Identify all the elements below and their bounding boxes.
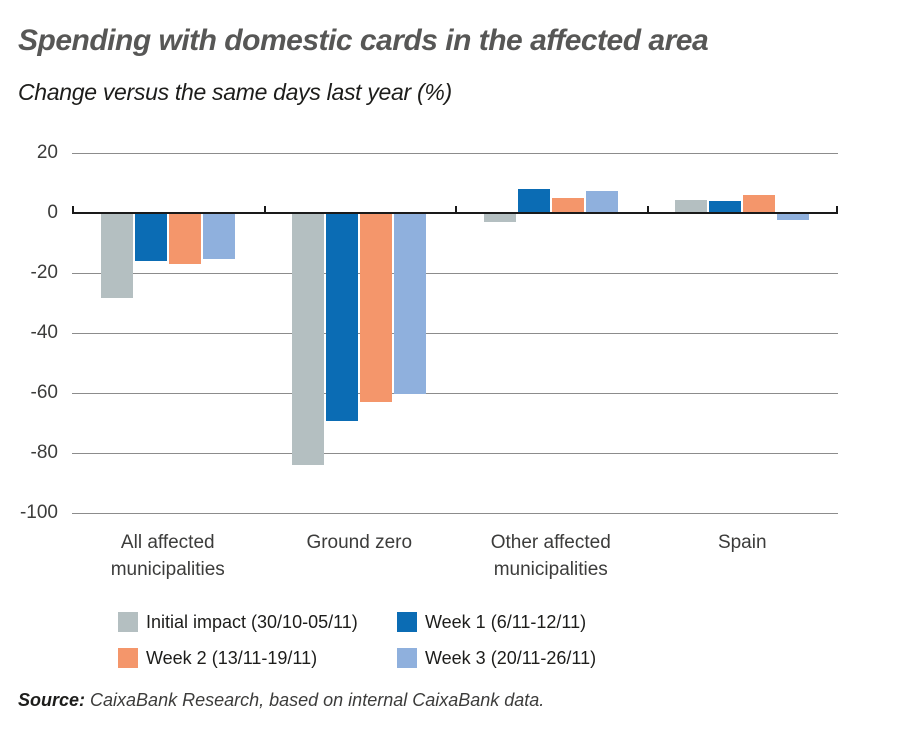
- plot-area: [72, 153, 838, 514]
- source-text: CaixaBank Research, based on internal Ca…: [85, 690, 545, 710]
- source-note: Source: CaixaBank Research, based on int…: [18, 690, 878, 711]
- y-axis-tick-label: -80: [30, 442, 58, 463]
- legend-swatch: [118, 612, 138, 632]
- bar: [675, 199, 707, 213]
- chart-title: Spending with domestic cards in the affe…: [18, 24, 709, 57]
- bar: [135, 214, 167, 261]
- zero-axis-line: [72, 212, 838, 214]
- legend-swatch: [397, 648, 417, 668]
- bar: [709, 201, 741, 213]
- y-axis-tick-label: 0: [47, 202, 58, 223]
- x-axis-tick: [455, 206, 457, 213]
- bar: [394, 214, 426, 394]
- source-label: Source:: [18, 690, 86, 710]
- legend-label: Initial impact (30/10-05/11): [146, 612, 358, 632]
- y-gridline: [72, 453, 838, 454]
- x-axis-tick: [264, 206, 266, 213]
- y-gridline: [72, 273, 838, 274]
- chart-subtitle: Change versus the same days last year (%…: [18, 79, 452, 105]
- legend-label: Week 3 (20/11-26/11): [425, 648, 597, 668]
- bar: [360, 214, 392, 402]
- bar: [484, 214, 516, 222]
- bar: [777, 214, 809, 220]
- bar: [292, 214, 324, 465]
- y-axis-tick-label: -20: [30, 262, 58, 283]
- bar: [518, 189, 550, 213]
- x-axis-category-label: Ground zero: [306, 532, 413, 553]
- bar: [586, 190, 618, 213]
- y-gridline: [72, 393, 838, 394]
- legend-swatch: [397, 612, 417, 632]
- bar: [552, 198, 584, 213]
- x-axis-tick: [72, 206, 74, 213]
- bar: [326, 214, 358, 421]
- y-gridline: [72, 513, 838, 514]
- legend-swatch: [118, 648, 138, 668]
- bar: [169, 214, 201, 264]
- y-axis-tick-label: -40: [30, 322, 58, 343]
- y-gridline: [72, 153, 838, 154]
- y-axis-tick-label: -100: [19, 502, 58, 523]
- x-axis-category-label: Other affected municipalities: [490, 532, 611, 580]
- bar: [203, 214, 235, 259]
- bar: [101, 214, 133, 298]
- bar: [743, 195, 775, 213]
- x-axis-tick: [836, 206, 838, 213]
- y-gridline: [72, 333, 838, 334]
- x-axis-tick: [647, 206, 649, 213]
- x-axis-category-label: All affected municipalities: [110, 532, 225, 580]
- x-axis-category-label: Spain: [717, 532, 767, 553]
- y-axis-tick-label: 20: [36, 142, 58, 163]
- legend-label: Week 2 (13/11-19/11): [146, 648, 318, 668]
- legend-label: Week 1 (6/11-12/11): [425, 612, 587, 632]
- y-axis-tick-label: -60: [30, 382, 58, 403]
